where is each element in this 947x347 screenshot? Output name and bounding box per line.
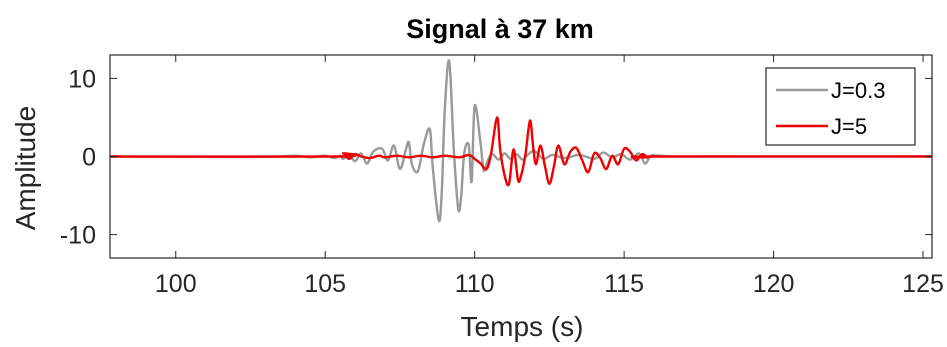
legend-box bbox=[765, 67, 916, 146]
chart-title: Signal à 37 km bbox=[406, 14, 594, 44]
x-axis-label: Temps (s) bbox=[461, 311, 584, 342]
legend-label-j03: J=0.3 bbox=[831, 78, 885, 103]
x-tick-label: 120 bbox=[753, 270, 795, 298]
series-layer bbox=[109, 59, 933, 223]
y-axis-label: Amplitude bbox=[10, 106, 41, 231]
y-tick-label: 10 bbox=[68, 65, 96, 93]
legend-label-j5: J=5 bbox=[831, 114, 867, 139]
legend: J=0.3 J=5 bbox=[765, 67, 916, 146]
series-line-j5 bbox=[109, 116, 933, 187]
y-tick-label: 0 bbox=[82, 144, 96, 172]
x-tick-label: 100 bbox=[155, 270, 197, 298]
x-tick-label: 115 bbox=[604, 270, 644, 298]
x-tick-label: 105 bbox=[304, 270, 346, 298]
series-line-j03 bbox=[109, 59, 932, 223]
x-tick-label: 110 bbox=[455, 270, 495, 298]
x-tick-label: 125 bbox=[902, 270, 944, 298]
y-tick-label: -10 bbox=[60, 222, 96, 250]
